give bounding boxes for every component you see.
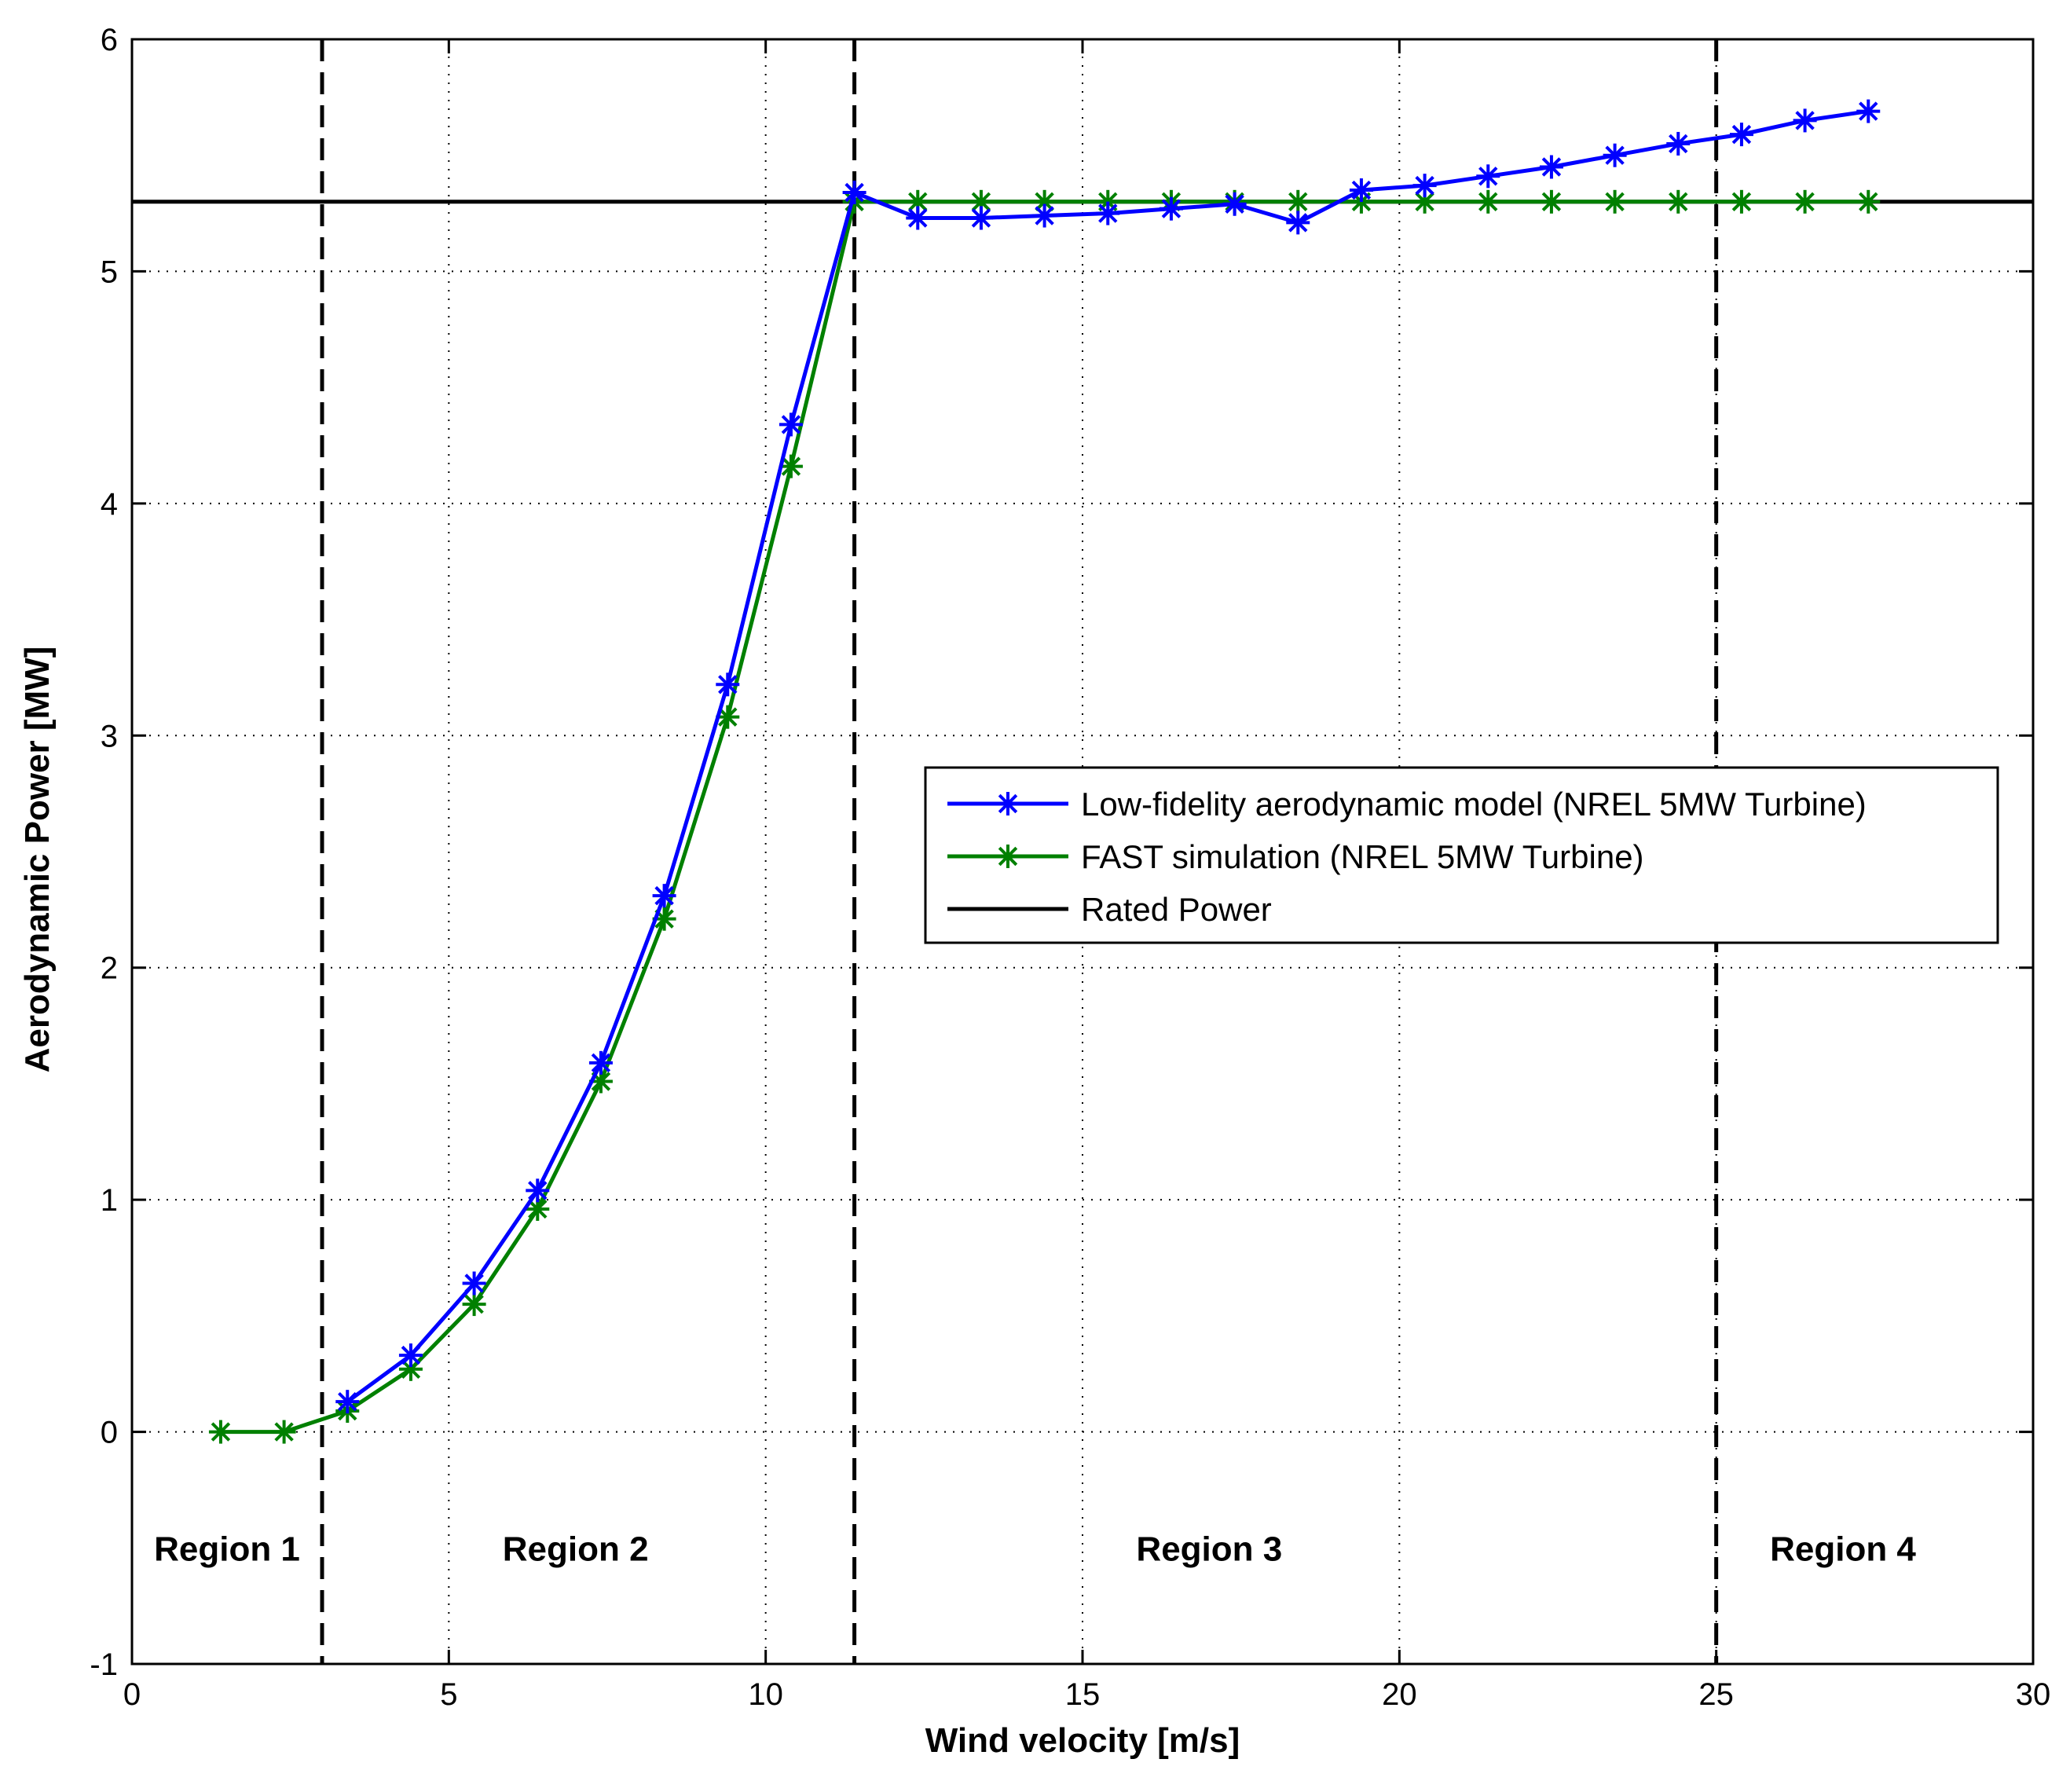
y-tick-label: 0 [101, 1416, 118, 1450]
data-point [716, 705, 740, 729]
y-tick-label: 6 [101, 23, 118, 57]
data-point [1666, 189, 1691, 214]
data-point [398, 1343, 423, 1368]
data-point [652, 884, 676, 908]
y-tick-label: 3 [101, 719, 118, 753]
data-point [1349, 178, 1373, 203]
x-tick-label: 15 [1065, 1677, 1101, 1712]
data-point [1793, 108, 1817, 133]
data-point [1286, 189, 1310, 214]
x-axis-title: Wind velocity [m/s] [925, 1721, 1240, 1760]
data-point [462, 1271, 486, 1295]
data-point [1476, 189, 1500, 214]
data-point [272, 1420, 296, 1444]
legend-item: Rated Power [947, 891, 1272, 928]
data-point [462, 1292, 486, 1317]
legend-item: FAST simulation (NREL 5MW Turbine) [947, 838, 1644, 875]
data-point [1729, 189, 1753, 214]
data-point [208, 1420, 233, 1444]
x-tick-label: 30 [2016, 1677, 2051, 1712]
region-label: Region 3 [1136, 1530, 1282, 1568]
legend-marker [996, 792, 1020, 815]
data-point [779, 412, 803, 437]
data-point [1286, 211, 1310, 235]
data-point [335, 1390, 360, 1414]
y-tick-label: -1 [90, 1647, 118, 1682]
y-tick-label: 1 [101, 1183, 118, 1218]
x-tick-label: 0 [123, 1677, 141, 1712]
legend-box [924, 766, 1999, 944]
data-point [1603, 189, 1627, 214]
data-point [1096, 201, 1120, 225]
region-label: Region 2 [503, 1530, 649, 1568]
data-point [1539, 155, 1563, 179]
x-tick-label: 5 [440, 1677, 457, 1712]
data-point [716, 672, 740, 697]
data-point [1032, 203, 1057, 228]
region-label: Region 1 [154, 1530, 300, 1568]
y-tick-label: 2 [101, 951, 118, 986]
data-point [969, 206, 993, 230]
legend-label: Rated Power [1081, 891, 1272, 928]
data-point [1793, 189, 1817, 214]
data-point [1476, 164, 1500, 189]
legend-marker [996, 845, 1020, 868]
legend-label: FAST simulation (NREL 5MW Turbine) [1081, 838, 1644, 875]
legend: Low-fidelity aerodynamic model (NREL 5MW… [924, 766, 1999, 944]
legend-label: Low-fidelity aerodynamic model (NREL 5MW… [1081, 786, 1867, 823]
data-point [1412, 174, 1437, 198]
region-label: Region 4 [1770, 1530, 1916, 1568]
data-point [779, 454, 803, 478]
y-axis-title: Aerodynamic Power [MW] [18, 647, 57, 1073]
legend-item: Low-fidelity aerodynamic model (NREL 5MW… [947, 786, 1867, 823]
data-point [1539, 189, 1563, 214]
region-labels: Region 1 Region 2 Region 3 Region 4 [154, 1530, 1916, 1568]
data-point [1666, 131, 1691, 156]
data-point [588, 1050, 613, 1075]
series-layer [132, 99, 2033, 1444]
data-point [1729, 123, 1753, 147]
data-point [969, 189, 993, 214]
x-tick-label: 10 [748, 1677, 783, 1712]
data-point [1856, 99, 1881, 123]
x-tick-label: 25 [1698, 1677, 1734, 1712]
data-point [1856, 189, 1881, 214]
data-point [526, 1178, 550, 1203]
data-point [906, 206, 930, 230]
x-tick-label: 20 [1382, 1677, 1417, 1712]
data-point [1159, 196, 1183, 221]
y-tick-label: 4 [101, 487, 118, 522]
data-point [1603, 143, 1627, 167]
data-point [842, 180, 866, 204]
data-point [1222, 192, 1247, 216]
series-0 [335, 99, 1881, 1414]
y-tick-label: 5 [101, 255, 118, 289]
